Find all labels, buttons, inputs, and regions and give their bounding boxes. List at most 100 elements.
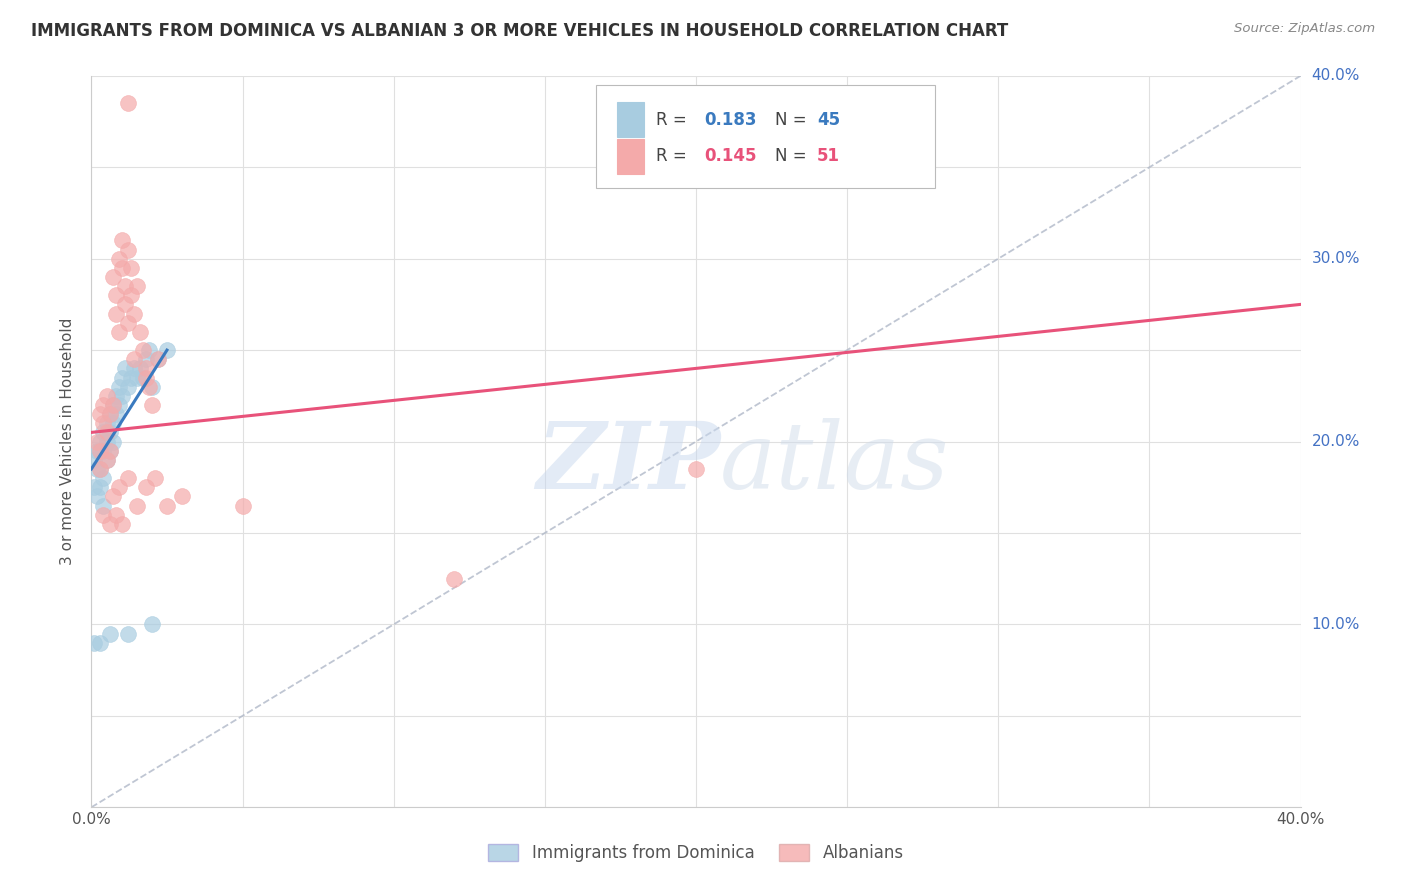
Point bbox=[83, 480, 105, 494]
Point bbox=[122, 352, 145, 367]
Point bbox=[135, 480, 157, 494]
Bar bbox=[617, 103, 644, 137]
Point bbox=[86, 443, 108, 458]
Point bbox=[89, 434, 111, 449]
Point bbox=[96, 453, 118, 467]
Point bbox=[120, 370, 142, 384]
Point bbox=[107, 480, 129, 494]
Point bbox=[122, 306, 145, 320]
Point bbox=[111, 516, 132, 531]
Text: R =: R = bbox=[657, 147, 692, 165]
Text: 10.0%: 10.0% bbox=[1312, 617, 1360, 632]
Point bbox=[86, 462, 108, 476]
Point bbox=[96, 453, 118, 467]
Point bbox=[117, 626, 139, 640]
Text: 0.183: 0.183 bbox=[704, 111, 756, 128]
Point bbox=[685, 462, 707, 476]
Bar bbox=[617, 139, 644, 174]
Point bbox=[98, 425, 121, 440]
Point bbox=[104, 389, 127, 403]
Text: IMMIGRANTS FROM DOMINICA VS ALBANIAN 3 OR MORE VEHICLES IN HOUSEHOLD CORRELATION: IMMIGRANTS FROM DOMINICA VS ALBANIAN 3 O… bbox=[31, 22, 1008, 40]
Point bbox=[141, 398, 163, 412]
Point bbox=[111, 260, 132, 275]
Point bbox=[128, 361, 150, 376]
Point bbox=[93, 508, 115, 522]
Point bbox=[172, 489, 194, 503]
Point bbox=[101, 416, 124, 431]
Point bbox=[96, 434, 118, 449]
Point bbox=[111, 233, 132, 247]
Point bbox=[111, 370, 132, 384]
Point bbox=[89, 443, 111, 458]
Point bbox=[101, 398, 124, 412]
Text: 30.0%: 30.0% bbox=[1312, 252, 1360, 266]
Point bbox=[104, 508, 127, 522]
Point bbox=[89, 462, 111, 476]
Text: atlas: atlas bbox=[720, 418, 949, 508]
Point bbox=[98, 443, 121, 458]
Point bbox=[86, 434, 108, 449]
Point bbox=[107, 398, 129, 412]
Point bbox=[93, 416, 115, 431]
Point bbox=[93, 499, 115, 513]
Point bbox=[101, 434, 124, 449]
Point bbox=[96, 416, 118, 431]
Point bbox=[93, 471, 115, 485]
Point bbox=[101, 489, 124, 503]
Point bbox=[132, 370, 155, 384]
Point bbox=[89, 480, 111, 494]
Point bbox=[89, 635, 111, 649]
Point bbox=[104, 407, 127, 421]
Point bbox=[114, 361, 136, 376]
Legend: Immigrants from Dominica, Albanians: Immigrants from Dominica, Albanians bbox=[481, 837, 911, 869]
Point bbox=[104, 306, 127, 320]
Text: 40.0%: 40.0% bbox=[1312, 69, 1360, 83]
Point bbox=[443, 572, 465, 586]
Point bbox=[146, 352, 169, 367]
Point bbox=[132, 343, 155, 358]
Point bbox=[141, 617, 163, 632]
Point bbox=[135, 361, 157, 376]
Text: 0.145: 0.145 bbox=[704, 147, 756, 165]
Point bbox=[104, 288, 127, 302]
Point bbox=[156, 343, 179, 358]
Point bbox=[96, 425, 118, 440]
FancyBboxPatch shape bbox=[596, 85, 935, 187]
Point bbox=[107, 325, 129, 339]
Point bbox=[93, 443, 115, 458]
Point bbox=[135, 370, 157, 384]
Point bbox=[96, 389, 118, 403]
Point bbox=[122, 361, 145, 376]
Point bbox=[125, 279, 148, 293]
Point bbox=[117, 471, 139, 485]
Point bbox=[120, 288, 142, 302]
Point bbox=[98, 407, 121, 421]
Point bbox=[89, 462, 111, 476]
Text: 45: 45 bbox=[817, 111, 839, 128]
Point bbox=[89, 407, 111, 421]
Point bbox=[101, 398, 124, 412]
Text: Source: ZipAtlas.com: Source: ZipAtlas.com bbox=[1234, 22, 1375, 36]
Point bbox=[83, 453, 105, 467]
Point bbox=[135, 352, 157, 367]
Point bbox=[156, 499, 179, 513]
Point bbox=[98, 407, 121, 421]
Point bbox=[117, 96, 139, 111]
Point bbox=[117, 243, 139, 257]
Point bbox=[114, 279, 136, 293]
Point bbox=[98, 443, 121, 458]
Point bbox=[141, 380, 163, 394]
Point bbox=[143, 471, 166, 485]
Point bbox=[89, 443, 111, 458]
Point bbox=[93, 425, 115, 440]
Point bbox=[86, 489, 108, 503]
Text: 51: 51 bbox=[817, 147, 839, 165]
Point bbox=[117, 380, 139, 394]
Point bbox=[98, 626, 121, 640]
Text: 20.0%: 20.0% bbox=[1312, 434, 1360, 449]
Point bbox=[114, 297, 136, 311]
Text: ZIP: ZIP bbox=[536, 418, 720, 508]
Point bbox=[231, 499, 253, 513]
Point bbox=[125, 370, 148, 384]
Text: N =: N = bbox=[775, 111, 811, 128]
